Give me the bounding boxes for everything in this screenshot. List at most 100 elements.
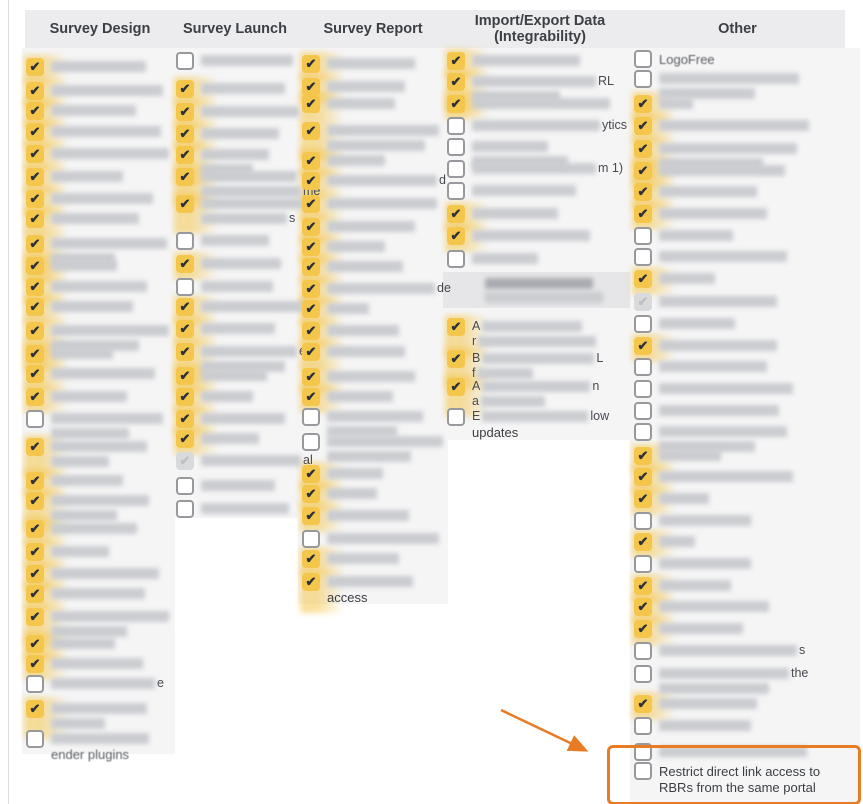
- checkbox-checked[interactable]: ✔: [634, 695, 652, 713]
- checkbox-checked[interactable]: ✔: [302, 238, 320, 256]
- checkbox-row[interactable]: ✔: [26, 543, 109, 561]
- checkbox-row[interactable]: ✔: [634, 468, 793, 486]
- checkbox-row[interactable]: [302, 530, 439, 548]
- checkbox-row[interactable]: ✔: [26, 145, 169, 163]
- checkbox-row[interactable]: ✔: [26, 365, 155, 383]
- checkbox-checked[interactable]: ✔: [634, 183, 652, 201]
- checkbox-row[interactable]: ✔: [447, 52, 580, 70]
- checkbox-row[interactable]: [634, 555, 751, 573]
- checkbox-row[interactable]: ✔: [26, 438, 147, 470]
- checkbox-row[interactable]: ✔: [26, 585, 145, 603]
- checkbox-row[interactable]: ✔: [26, 257, 117, 275]
- checkbox-unchecked[interactable]: [634, 555, 652, 573]
- checkbox-row[interactable]: ✔: [26, 235, 167, 267]
- checkbox-row[interactable]: ✔: [302, 238, 385, 256]
- checkbox-checked[interactable]: ✔: [26, 145, 44, 163]
- checkbox-row[interactable]: [447, 250, 538, 268]
- checkbox-checked[interactable]: ✔: [634, 490, 652, 508]
- checkbox-row[interactable]: ✔: [302, 550, 399, 568]
- checkbox-row[interactable]: [447, 182, 576, 200]
- checkbox-unchecked[interactable]: [634, 402, 652, 420]
- checkbox-unchecked[interactable]: [634, 50, 652, 68]
- checkbox-checked[interactable]: ✔: [176, 367, 194, 385]
- checkbox-row[interactable]: ✔: [634, 337, 777, 355]
- checkbox-unchecked[interactable]: [634, 70, 652, 88]
- checkbox-row[interactable]: ✔: [26, 210, 139, 228]
- checkbox-checked[interactable]: ✔: [26, 492, 44, 510]
- checkbox-row[interactable]: ✔ d: [302, 172, 446, 190]
- checkbox-checked[interactable]: ✔: [26, 655, 44, 673]
- checkbox-checked[interactable]: ✔: [302, 258, 320, 276]
- checkbox-checked[interactable]: ✔: [302, 368, 320, 386]
- checkbox-row[interactable]: [634, 248, 787, 266]
- checkbox-checked[interactable]: ✔: [447, 73, 465, 91]
- checkbox-row[interactable]: ✔: [302, 465, 383, 483]
- checkbox-row[interactable]: ✔: [176, 125, 279, 143]
- checkbox-row[interactable]: ✔: [26, 190, 153, 208]
- checkbox-checked[interactable]: ✔: [447, 205, 465, 223]
- checkbox-row[interactable]: ✔: [26, 388, 127, 406]
- checkbox-checked[interactable]: ✔: [447, 318, 465, 336]
- checkbox-checked[interactable]: ✔: [176, 195, 194, 213]
- checkbox-checked[interactable]: ✔: [302, 195, 320, 213]
- checkbox-row[interactable]: ✔: [634, 293, 777, 311]
- checkbox-checked[interactable]: ✔: [302, 388, 320, 406]
- checkbox-checked[interactable]: ✔: [26, 210, 44, 228]
- checkbox-checked[interactable]: ✔: [176, 343, 194, 361]
- checkbox-row[interactable]: ✔: [634, 577, 731, 595]
- checkbox-unchecked[interactable]: [302, 408, 320, 426]
- checkbox-unchecked[interactable]: [447, 250, 465, 268]
- checkbox-row[interactable]: ✔: [302, 152, 385, 170]
- checkbox-checked[interactable]: ✔: [302, 55, 320, 73]
- checkbox-row[interactable]: ✔: [634, 95, 693, 113]
- checkbox-checked[interactable]: ✔: [176, 103, 194, 121]
- checkbox-row[interactable]: ✔: [302, 122, 439, 154]
- checkbox-row[interactable]: [634, 402, 779, 420]
- checkbox-unchecked[interactable]: [447, 138, 465, 156]
- checkbox-unchecked[interactable]: [634, 315, 652, 333]
- checkbox-row[interactable]: ✔: [447, 95, 610, 113]
- checkbox-checked[interactable]: ✔: [302, 573, 320, 591]
- checkbox-unchecked[interactable]: [176, 52, 194, 70]
- checkbox-row[interactable]: ✔: [302, 218, 415, 236]
- checkbox-unchecked[interactable]: [634, 512, 652, 530]
- checkbox-row[interactable]: ✔: [26, 278, 147, 296]
- checkbox-row[interactable]: [634, 70, 799, 102]
- checkbox-checked[interactable]: ✔: [634, 598, 652, 616]
- checkbox-row[interactable]: ✔: [634, 270, 715, 288]
- checkbox-checked[interactable]: ✔: [26, 565, 44, 583]
- checkbox-checked[interactable]: ✔: [302, 485, 320, 503]
- checkbox-unchecked[interactable]: [634, 358, 652, 376]
- checkbox-row[interactable]: m 1): [447, 160, 623, 178]
- checkbox-checked[interactable]: ✔: [26, 168, 44, 186]
- checkbox-checked[interactable]: ✔: [447, 350, 465, 368]
- checkbox-unchecked[interactable]: [176, 232, 194, 250]
- checkbox-row[interactable]: [176, 52, 293, 70]
- checkbox-checked[interactable]: ✔: [26, 700, 44, 718]
- checkbox-row[interactable]: ✔: [634, 598, 769, 616]
- checkbox-row[interactable]: [634, 380, 793, 398]
- checkbox-row[interactable]: ✔: [302, 300, 369, 318]
- checkbox-row[interactable]: [176, 477, 275, 495]
- checkbox-row[interactable]: ✔: [176, 430, 259, 448]
- checkbox-checked[interactable]: ✔: [176, 298, 194, 316]
- checkbox-row[interactable]: ✔: [302, 388, 393, 406]
- checkbox-row[interactable]: ✔: [634, 620, 743, 638]
- checkbox-checked[interactable]: ✔: [26, 345, 44, 363]
- checkbox-checked[interactable]: ✔: [26, 322, 44, 340]
- checkbox-checked[interactable]: ✔: [302, 95, 320, 113]
- checkbox-row[interactable]: ytics: [447, 117, 627, 135]
- checkbox-checked[interactable]: ✔: [302, 152, 320, 170]
- checkbox-row[interactable]: ✔: [302, 368, 415, 386]
- checkbox-unchecked[interactable]: [634, 665, 652, 683]
- checkbox-row[interactable]: [176, 500, 289, 518]
- checkbox-row[interactable]: [447, 138, 568, 170]
- checkbox-row[interactable]: ✔: [634, 533, 695, 551]
- checkbox-unchecked[interactable]: [302, 433, 320, 451]
- checkbox-unchecked[interactable]: [634, 717, 652, 735]
- checkbox-row[interactable]: [176, 232, 269, 250]
- checkbox-unchecked[interactable]: [634, 380, 652, 398]
- checkbox-row[interactable]: ✔: [26, 472, 123, 490]
- checkbox-unchecked[interactable]: [634, 227, 652, 245]
- checkbox-checked[interactable]: ✔: [26, 278, 44, 296]
